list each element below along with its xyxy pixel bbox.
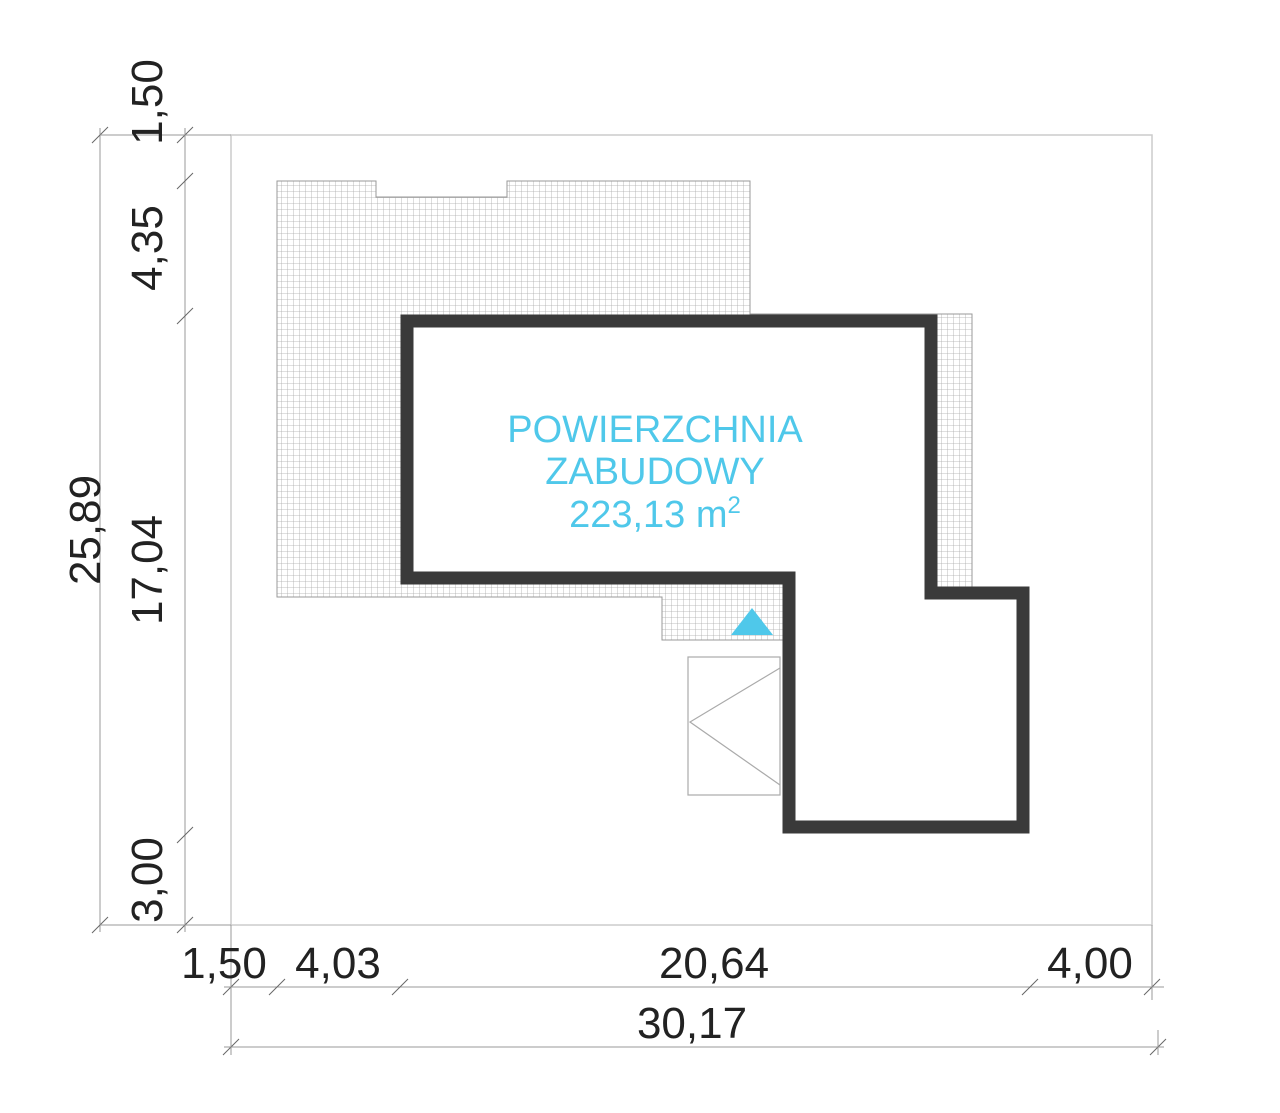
entrance-marker — [731, 608, 773, 635]
plot-boundary — [230, 134, 1153, 926]
dimension-label: 4,03 — [295, 939, 381, 988]
dimension-total: 25,89 — [61, 475, 110, 585]
building-outline — [400, 314, 1030, 834]
tick — [176, 826, 194, 844]
area-title: POWIERZCHNIA — [507, 409, 803, 451]
tick — [176, 307, 194, 325]
dimension-label: 1,50 — [123, 59, 172, 145]
dimension-label: 1,50 — [181, 939, 267, 988]
dimension-label: 4,35 — [123, 205, 172, 291]
area-superscript: 2 — [728, 492, 741, 519]
dimension-label: 4,00 — [1047, 939, 1133, 988]
tick — [391, 978, 409, 996]
dimension-ticks — [91, 126, 231, 934]
stairs — [687, 656, 781, 796]
dimension-total: 30,17 — [637, 999, 747, 1048]
area-value: 223,13 m2 — [569, 492, 741, 536]
area-value-text: 223,13 m — [569, 494, 727, 536]
area-title: ZABUDOWY — [545, 451, 765, 493]
stairs-arrow — [688, 667, 781, 786]
tick — [268, 978, 286, 996]
dimension-ticks — [222, 925, 1167, 1056]
dimension-label: 3,00 — [123, 837, 172, 923]
dimension-label: 20,64 — [659, 939, 769, 988]
tick — [176, 172, 194, 190]
tick — [1021, 978, 1039, 996]
dimension-label: 17,04 — [123, 515, 172, 625]
